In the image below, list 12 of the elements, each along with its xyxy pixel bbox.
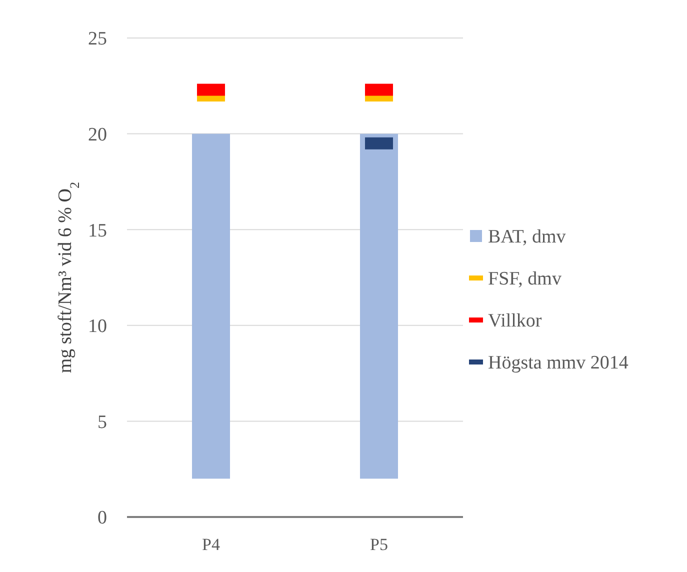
legend-label: BAT, dmv	[488, 226, 566, 248]
y-tick-label: 0	[98, 508, 107, 529]
y-tick-label: 25	[88, 28, 107, 50]
y-tick-label: 5	[98, 412, 107, 433]
y-tick-label: 10	[88, 316, 107, 338]
x-tick-label: P4	[202, 535, 220, 554]
x-tick-label: P5	[370, 535, 388, 554]
legend-label: Högsta mmv 2014	[488, 352, 629, 374]
legend-label: Villkor	[488, 310, 542, 332]
legend-label: FSF, dmv	[488, 268, 562, 290]
y-tick-label: 20	[88, 124, 107, 146]
y-tick-label: 15	[88, 220, 107, 242]
